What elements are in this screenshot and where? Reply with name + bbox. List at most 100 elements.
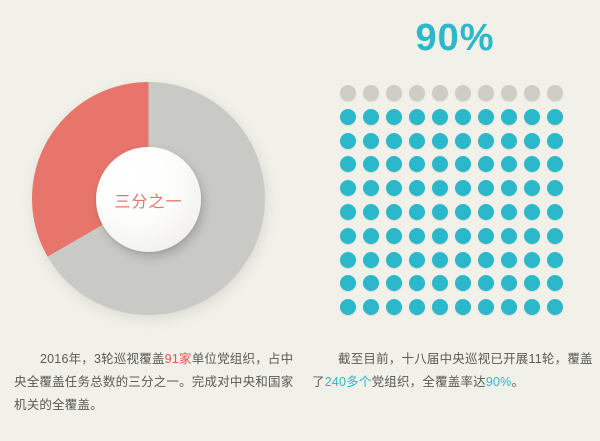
dot-filled: [455, 132, 471, 149]
dot-filled: [547, 299, 563, 316]
dot-filled: [547, 156, 563, 173]
right-caption-highlight-count: 240多个: [324, 375, 372, 389]
dot-filled: [524, 108, 540, 125]
left-caption-line3: 中央和国家机关的全覆盖。: [14, 375, 294, 412]
dot-filled: [409, 156, 425, 173]
dot-filled: [455, 180, 471, 197]
dot-filled: [455, 203, 471, 220]
dot-filled: [363, 251, 379, 268]
dot-filled: [363, 275, 379, 292]
dot-filled: [363, 299, 379, 316]
dot-filled: [409, 203, 425, 220]
dot-filled: [547, 227, 563, 244]
right-caption-line1-post: 轮，: [541, 352, 568, 366]
dot-filled: [478, 180, 494, 197]
percentage-headline: 90%: [415, 17, 495, 59]
dot-filled: [501, 180, 517, 197]
dot-filled: [478, 251, 494, 268]
right-caption-line2-post: 。: [511, 375, 525, 389]
dot-filled: [363, 108, 379, 125]
dot-filled: [432, 299, 448, 316]
dot-filled: [363, 227, 379, 244]
dot-empty: [409, 85, 425, 101]
dot-filled: [524, 156, 540, 173]
dot-filled: [501, 132, 517, 149]
dot-filled: [386, 299, 402, 316]
dot-filled: [501, 299, 517, 316]
dot-filled: [340, 251, 356, 268]
dot-filled: [386, 156, 402, 173]
dot-filled: [432, 132, 448, 149]
dot-filled: [340, 227, 356, 244]
dot-filled: [547, 180, 563, 197]
dot-filled: [340, 180, 356, 197]
dot-filled: [501, 251, 517, 268]
dot-filled: [501, 203, 517, 220]
dot-empty: [547, 85, 563, 101]
dot-filled: [524, 180, 540, 197]
dot-filled: [386, 275, 402, 292]
dot-filled: [478, 132, 494, 149]
dot-filled: [432, 251, 448, 268]
dot-filled: [478, 203, 494, 220]
dot-filled: [340, 275, 356, 292]
dot-filled: [455, 299, 471, 316]
dot-filled: [432, 203, 448, 220]
right-caption-rounds: 11: [528, 352, 542, 366]
dot-filled: [478, 275, 494, 292]
dot-filled: [455, 227, 471, 244]
dot-filled: [340, 299, 356, 316]
dot-filled: [432, 180, 448, 197]
dot-filled: [455, 275, 471, 292]
dot-filled: [409, 275, 425, 292]
dot-filled: [455, 251, 471, 268]
dot-filled: [386, 180, 402, 197]
dot-empty: [524, 85, 540, 101]
dot-empty: [340, 85, 356, 101]
dot-filled: [363, 180, 379, 197]
right-caption-highlight-pct: 90%: [485, 375, 512, 389]
dot-filled: [432, 275, 448, 292]
dot-filled: [432, 156, 448, 173]
dot-filled: [409, 180, 425, 197]
dot-filled: [386, 132, 402, 149]
dot-filled: [386, 227, 402, 244]
dot-filled: [501, 227, 517, 244]
dot-filled: [524, 251, 540, 268]
dot-filled: [501, 275, 517, 292]
dot-filled: [524, 203, 540, 220]
dot-empty: [478, 85, 494, 101]
donut-center-label: 三分之一: [114, 193, 183, 211]
left-caption-line1-pre: 2016年，3轮巡视覆盖: [40, 352, 165, 366]
right-caption-line1-pre: 截至目前，十八届中央巡视已开展: [338, 352, 529, 366]
dot-filled: [409, 132, 425, 149]
dot-filled: [340, 156, 356, 173]
dot-filled: [547, 108, 563, 125]
dot-filled: [524, 275, 540, 292]
dot-filled: [478, 227, 494, 244]
dot-filled: [478, 156, 494, 173]
dot-filled: [524, 299, 540, 316]
dot-filled: [340, 108, 356, 125]
dot-filled: [501, 156, 517, 173]
dot-empty: [386, 85, 402, 101]
dot-filled: [547, 251, 563, 268]
dot-filled: [363, 156, 379, 173]
dot-filled: [432, 227, 448, 244]
right-caption-line2-mid: 党组织，全覆盖率达: [371, 375, 486, 389]
dot-filled: [478, 299, 494, 316]
dot-filled: [501, 108, 517, 125]
dot-empty: [455, 85, 471, 101]
left-caption-highlight: 91家: [164, 352, 192, 366]
dot-filled: [524, 227, 540, 244]
right-caption: 截至目前，十八届中央巡视已开展11轮，覆盖了240多个党组织，全覆盖率达90%。: [312, 348, 594, 394]
dot-filled: [340, 132, 356, 149]
dot-empty: [432, 85, 448, 101]
donut-center-hub: 三分之一: [96, 147, 201, 252]
dot-filled: [386, 203, 402, 220]
dot-filled: [409, 227, 425, 244]
dot-filled: [455, 156, 471, 173]
right-caption-line2-pre: 覆盖了: [312, 352, 593, 389]
dot-filled: [478, 108, 494, 125]
